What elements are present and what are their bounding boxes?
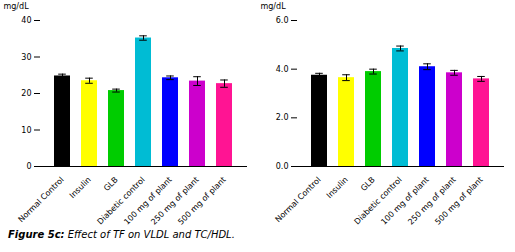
svg-text:Insulin: Insulin — [68, 175, 93, 200]
svg-text:Diabetic control: Diabetic control — [96, 175, 147, 226]
svg-text:Normal Control: Normal Control — [17, 175, 66, 224]
svg-text:GLB: GLB — [359, 175, 377, 193]
svg-text:Diabetic control: Diabetic control — [353, 175, 404, 226]
svg-text:40: 40 — [21, 16, 31, 25]
svg-text:6.0: 6.0 — [276, 16, 289, 25]
svg-text:500 mg of plant: 500 mg of plant — [176, 175, 228, 227]
svg-text:mg/dL: mg/dL — [4, 2, 30, 11]
svg-text:GLB: GLB — [102, 175, 120, 193]
svg-text:0: 0 — [26, 162, 31, 171]
svg-text:500 mg of plant: 500 mg of plant — [433, 175, 485, 227]
svg-text:mg/dL: mg/dL — [261, 2, 287, 11]
svg-text:Normal Control: Normal Control — [274, 175, 323, 224]
svg-text:250 mg of plant: 250 mg of plant — [406, 175, 458, 227]
svg-text:30: 30 — [21, 53, 31, 62]
html-text:Figure 5c: Effect of TF on VLD: Figure 5c: Effect of TF on VLDL and TC/H… — [8, 229, 235, 240]
svg-text:2.0: 2.0 — [276, 113, 289, 122]
svg-text:100 mg of plant: 100 mg of plant — [379, 175, 431, 227]
svg-text:250 mg of plant: 250 mg of plant — [149, 175, 201, 227]
svg-text:20: 20 — [21, 89, 31, 98]
svg-text:100 mg of plant: 100 mg of plant — [122, 175, 174, 227]
svg-text:0.0: 0.0 — [276, 162, 289, 171]
svg-text:Insulin: Insulin — [325, 175, 350, 200]
svg-text:10: 10 — [21, 126, 31, 135]
svg-text:4.0: 4.0 — [276, 65, 289, 74]
